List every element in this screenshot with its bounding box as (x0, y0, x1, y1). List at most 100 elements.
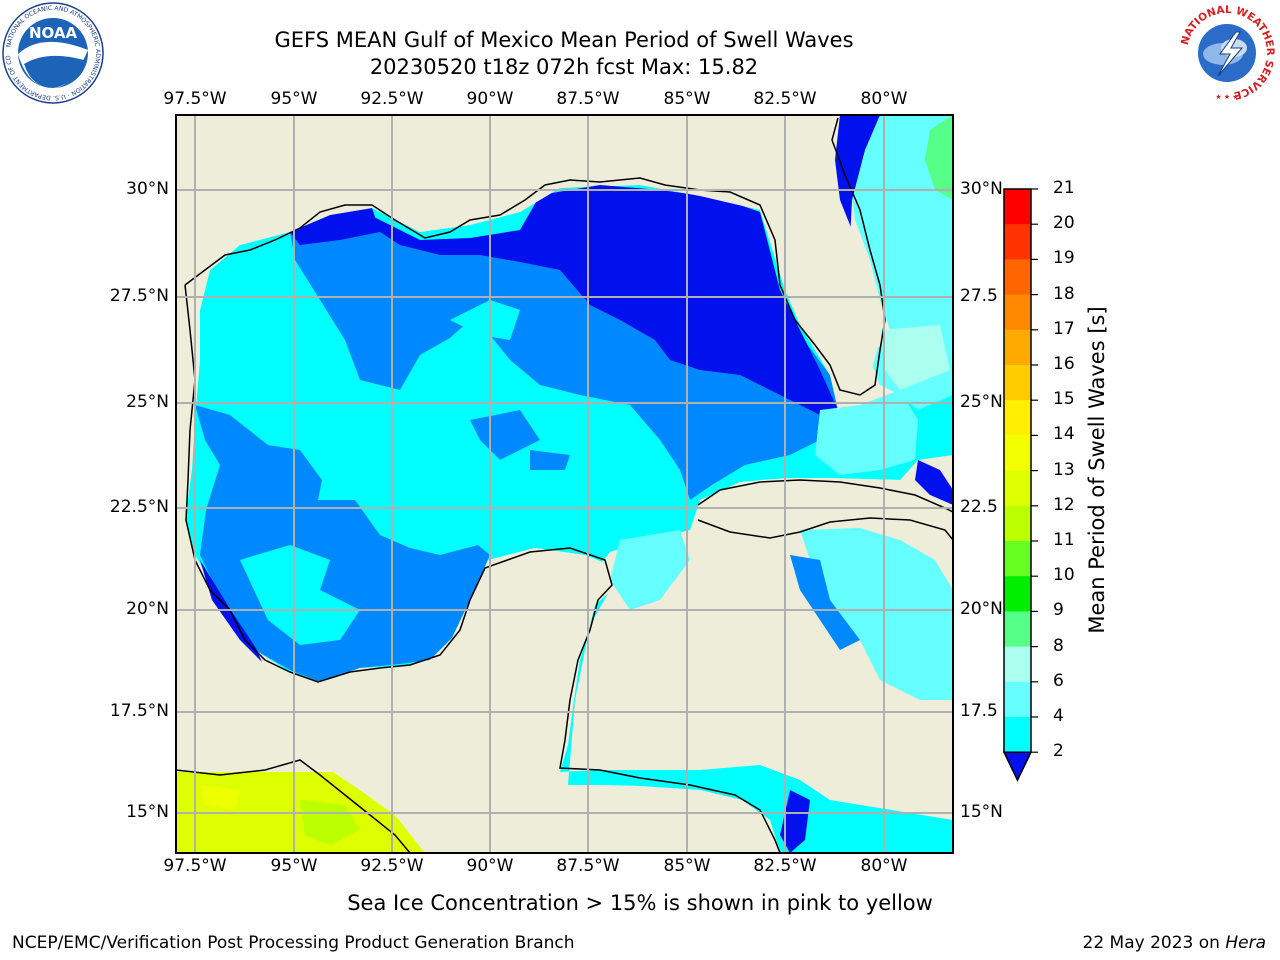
central-gulf-swell-3 (470, 410, 540, 460)
lon-label-bottom: 80°W (860, 856, 908, 876)
colorbar-extend-triangle (1002, 751, 1033, 782)
pacific-swell-2 (300, 800, 360, 845)
chart-subtitle: 20230520 t18z 072h fcst Max: 15.82 (369, 55, 759, 79)
central-gulf-swell-2 (450, 300, 520, 340)
colorbar-tick-label: 17 (1053, 318, 1075, 339)
florida-land (560, 115, 880, 410)
nws-logo: NATIONAL WEATHER SERVICE ★ ★ ★ (1176, 2, 1278, 104)
colorbar-segment (1004, 576, 1031, 612)
atlantic-swell-3 (925, 115, 953, 200)
footer-credit: NCEP/EMC/Verification Post Processing Pr… (12, 933, 575, 953)
lat-label-right: 30°N (960, 179, 1003, 199)
colorbar-segment (1004, 259, 1031, 296)
lat-label-left: 22.5°N (109, 497, 169, 517)
lat-label-right: 27.5 (960, 286, 998, 306)
lon-label-top: 90°W (466, 89, 514, 109)
central-america-land (176, 770, 780, 853)
lon-label-top: 80°W (860, 89, 908, 109)
lon-label-bottom: 90°W (466, 856, 514, 876)
colorbar-tick-label: 14 (1053, 424, 1075, 445)
central-gulf-swell-4 (530, 450, 570, 470)
lon-label-top: 95°W (270, 89, 318, 109)
ne-gulf-swell-2 (290, 208, 380, 245)
footer-machine: Hera (1225, 933, 1266, 953)
lon-label-bottom: 87.5°W (556, 856, 620, 876)
lon-label-top: 97.5°W (163, 89, 227, 109)
lon-label-bottom: 92.5°W (360, 856, 424, 876)
colorbar-segment (1004, 224, 1031, 260)
lon-label-bottom: 82.5°W (753, 856, 817, 876)
central-gulf-swell (290, 222, 838, 500)
lat-label-left: 27.5°N (109, 286, 169, 306)
pacific-swell-3 (200, 785, 240, 810)
chart-title: GEFS MEAN Gulf of Mexico Mean Period of … (274, 28, 854, 52)
footer-date: 22 May 2023 on Hera (1083, 933, 1267, 953)
lat-label-left: 25°N (126, 392, 169, 412)
colorbar-segment (1004, 400, 1031, 436)
colorbar-segment (1004, 294, 1031, 331)
colorbar-segment (1004, 470, 1031, 507)
colorbar-title: Mean Period of Swell Waves [s] (1085, 306, 1109, 634)
colorbar-tick-label: 9 (1053, 600, 1064, 621)
colorbar-tick-label: 21 (1053, 178, 1075, 198)
lon-label-bottom: 95°W (270, 856, 318, 876)
colorbar-segment (1004, 329, 1031, 366)
graticule (176, 115, 953, 853)
cuba-north-swell (915, 460, 953, 505)
yucatan-land (176, 548, 612, 853)
lat-label-right: 17.5 (960, 701, 998, 721)
colorbar-tick-label: 18 (1053, 283, 1075, 304)
sea-ice-note: Sea Ice Concentration > 15% is shown in … (347, 891, 933, 915)
colorbar-tick-label: 15 (1053, 389, 1075, 410)
colorbar-segment (1004, 611, 1031, 648)
caribbean-swell (800, 528, 953, 700)
colorbar-tick-label: 8 (1053, 635, 1064, 656)
lat-label-right: 15°N (960, 802, 1003, 822)
colorbar-tick-label: 10 (1053, 565, 1075, 586)
honduras-swell (780, 790, 810, 853)
colorbar-tick-label: 2 (1053, 741, 1064, 762)
lat-label-right: 22.5 (960, 497, 998, 517)
colorbar-tick-label: 19 (1053, 248, 1075, 269)
florida-straits-swell (815, 390, 918, 475)
colorbar-segment (1004, 365, 1031, 401)
lat-label-right: 25°N (960, 392, 1003, 412)
colorbar-tick-label: 20 (1053, 213, 1075, 234)
cuba-land (700, 478, 953, 535)
colorbar-segment (1004, 435, 1031, 472)
colorbar (1002, 188, 1038, 782)
svg-text:★ ★ ★: ★ ★ ★ (1215, 93, 1238, 101)
colorbar-tick-label: 11 (1053, 530, 1075, 550)
western-gulf-swell-2 (240, 545, 360, 645)
lon-label-bottom: 97.5°W (163, 856, 227, 876)
colorbar-segment (1004, 505, 1031, 542)
colorbar-segment (1004, 541, 1031, 577)
colorbar-segment (1004, 646, 1031, 683)
lat-label-left: 20°N (126, 599, 169, 619)
map-frame (175, 114, 954, 854)
colorbar-tick-label: 4 (1053, 706, 1064, 726)
lon-label-top: 82.5°W (753, 89, 817, 109)
colorbar-tick-label: 13 (1053, 459, 1075, 480)
colorbar-tick-label: 16 (1053, 354, 1075, 374)
lon-label-top: 85°W (663, 89, 711, 109)
lat-label-left: 15°N (126, 802, 169, 822)
colorbar-tick-label: 12 (1053, 494, 1075, 515)
colorbar-segment (1004, 189, 1031, 225)
lat-label-left: 17.5°N (109, 701, 169, 721)
lon-label-bottom: 85°W (663, 856, 711, 876)
ne-gulf-swell (370, 185, 838, 415)
lat-label-right: 20°N (960, 599, 1003, 619)
lon-label-top: 92.5°W (360, 89, 424, 109)
lon-label-top: 87.5°W (556, 89, 620, 109)
noaa-logo-text: NOAA (29, 24, 78, 42)
colorbar-segment (1004, 717, 1031, 753)
atlantic-swell-4 (880, 325, 950, 390)
caribbean-swell-2 (790, 555, 860, 650)
footer-date-text: 22 May 2023 on (1082, 933, 1226, 953)
colorbar-tick-label: 6 (1053, 670, 1064, 691)
colorbar-segment (1004, 681, 1031, 718)
atlantic-swell-2 (835, 115, 880, 240)
noaa-logo: NATIONAL OCEANIC AND ATMOSPHERIC ADMINIS… (0, 0, 104, 104)
